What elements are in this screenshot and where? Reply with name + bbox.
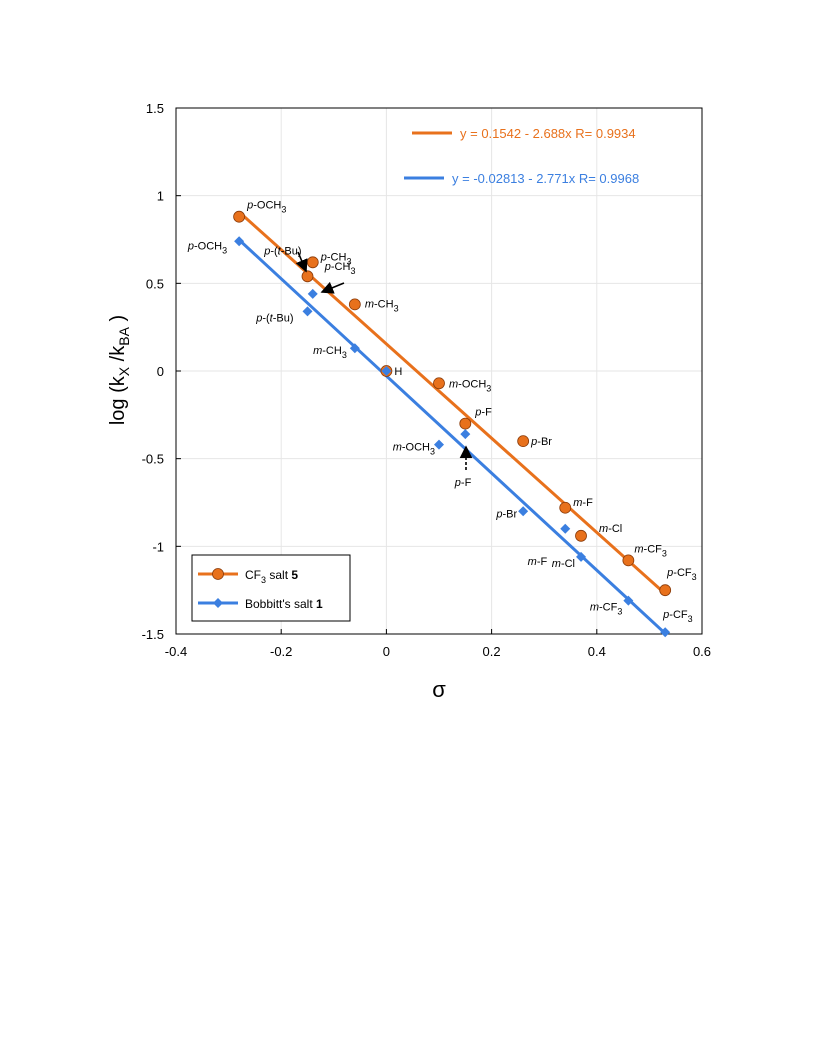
fit-line-cf3 [238,210,667,595]
tick-label-x: -0.4 [165,644,187,659]
point-label-bobbitt: m-F [528,556,548,568]
tick-label-y: 1 [157,189,164,204]
point-label-cf3: m-F [573,497,593,509]
marker-cf3 [575,529,587,542]
point-label-cf3: H [394,366,402,378]
point-label-bobbitt: p-CF3 [662,609,692,624]
marker-cf3 [348,298,361,311]
marker-bobbitt [234,236,245,247]
point-label-bobbitt: p-Br [495,508,517,520]
point-label-cf3: p-CH3 [320,251,352,266]
marker-cf3 [622,554,635,567]
legend-marker-circle [212,568,224,580]
data-markers [233,210,672,638]
marker-cf3 [559,501,572,514]
marker-cf3 [233,210,246,223]
marker-cf3 [301,270,314,283]
point-label-bobbitt: p-F [454,477,472,489]
marker-bobbitt [460,429,471,440]
tick-label-y: -1.5 [142,627,164,642]
tick-label-y: -1 [152,539,164,554]
tick-label-x: -0.2 [270,644,292,659]
y-axis-title-group: log (kX /kBA ) [107,315,132,425]
tick-label-y: 0 [157,364,164,379]
marker-bobbitt [560,523,571,534]
arrow-p-ch3 [320,281,345,294]
tick-label-x: 0.6 [693,644,711,659]
marker-bobbitt [434,439,444,450]
marker-bobbitt [518,506,529,517]
legend-marker-diamond [213,598,223,608]
tick-label-x: 0.4 [588,644,606,659]
point-label-cf3: m-CH3 [365,298,399,313]
point-label-bobbitt: p-(t-Bu) [255,312,293,324]
y-axis-title: log (kX /kBA ) [107,315,132,425]
marker-cf3 [306,256,319,269]
fit-equation-cf3: y = 0.1542 - 2.688x R= 0.9934 [460,126,636,141]
marker-cf3 [659,584,672,597]
tick-label-x: 0.2 [483,644,501,659]
point-label-cf3: p-CF3 [666,567,696,582]
legend-label: Bobbitt's salt 1 [245,597,323,611]
point-label-bobbitt: m-OCH3 [393,442,435,457]
tick-label-y: 0.5 [146,276,164,291]
point-label-cf3: m-CF3 [634,543,667,558]
point-label-bobbitt: p-OCH3 [187,240,227,255]
legend-label: CF3 salt 5 [245,568,298,585]
point-label-cf3: p-Br [530,436,552,448]
point-label-bobbitt: m-Cl [552,558,575,570]
point-label-cf3: p-F [474,407,492,419]
marker-bobbitt [349,343,360,354]
marker-cf3 [433,377,445,390]
point-label-bobbitt: m-CF3 [590,602,623,617]
fit-equation-bobbitt: y = -0.02813 - 2.771x R= 0.9968 [452,171,639,186]
arrow-p-tbu [295,251,308,273]
marker-cf3 [459,417,472,430]
point-label-bobbitt: m-CH3 [313,345,347,360]
tick-label-x: 0 [383,644,390,659]
marker-bobbitt [302,306,313,317]
marker-bobbitt [576,551,587,562]
point-label-cf3: p-OCH3 [246,200,286,215]
point-label-cf3: p-(t-Bu) [263,245,301,257]
annotation-arrows [295,251,473,470]
tick-label-y: -0.5 [142,452,164,467]
tick-label-y: 1.5 [146,101,164,116]
series-legend: CF3 salt 5 Bobbitt's salt 1 [191,554,351,622]
marker-cf3 [517,435,530,448]
point-labels: p-OCH3 p-(t-Bu) p-CH3 m-CH3 Hm-OCH3 p-F p-Br m-… [187,200,697,625]
marker-bobbitt [381,366,392,376]
marker-bobbitt [660,627,671,638]
x-axis-title: σ [432,677,446,702]
point-label-bobbitt: p-CH3 [324,261,356,276]
fit-equation-legend: y = 0.1542 - 2.688x R= 0.9934 y = -0.0281… [404,126,639,186]
axis-ticks: -0.4 -0.2 0 0.2 0.4 0.6 1.5 1 0.5 0 -0.5 -1 -1.5 [142,101,711,659]
point-label-cf3: m-OCH3 [449,378,491,393]
marker-bobbitt [307,288,318,299]
legend-box [191,554,351,622]
point-label-cf3: m-Cl [599,523,622,535]
axis-titles: σ log (kX /kBA ) [107,315,446,702]
marker-bobbitt [623,595,634,606]
fit-line-bobbitt [238,238,667,635]
